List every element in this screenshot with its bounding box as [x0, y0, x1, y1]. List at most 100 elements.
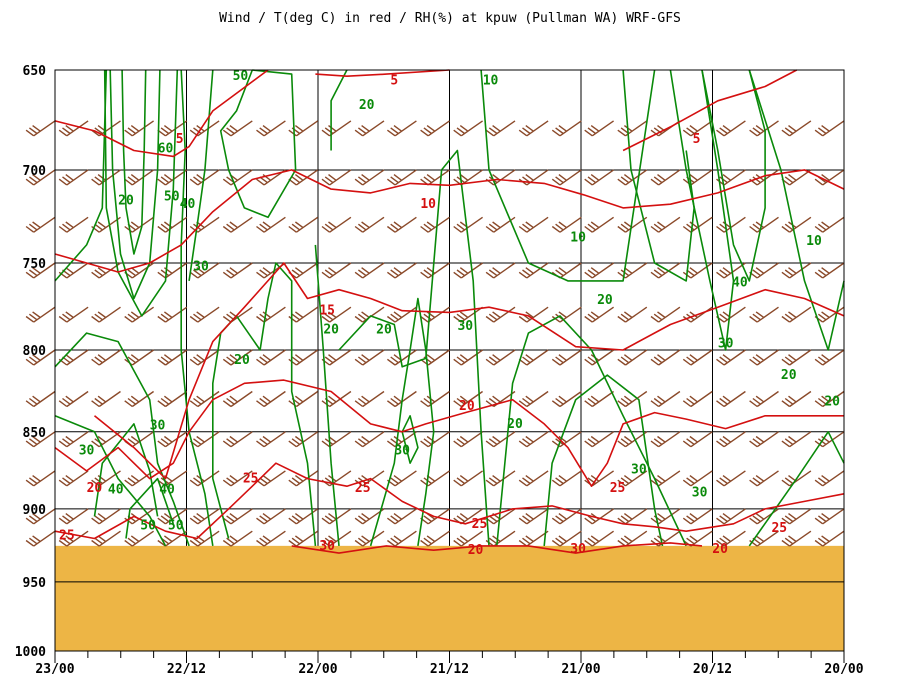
temperature-contour: [315, 69, 450, 77]
wind-barb: [682, 306, 713, 323]
wind-barb: [749, 431, 779, 448]
wind-barb: [682, 216, 713, 233]
wind-barb: [386, 470, 417, 487]
temperature-contour: [54, 69, 269, 158]
wind-barb: [814, 306, 845, 323]
wind-barb: [781, 262, 812, 279]
wind-barb: [91, 530, 121, 547]
rh-contour: [109, 69, 161, 300]
wind-barb: [386, 120, 417, 137]
rh-contour: [219, 69, 297, 219]
y-tick-label: 650: [23, 64, 47, 79]
wind-barb: [321, 530, 352, 547]
rh-contour: [121, 69, 147, 255]
wind-barb: [222, 470, 253, 487]
wind-barb: [420, 169, 450, 186]
wind-barb: [716, 530, 746, 547]
wind-barb: [288, 306, 319, 323]
x-tick-label: 20/00: [824, 662, 863, 677]
rh-contour-label: 20: [376, 323, 392, 338]
wind-barb: [288, 169, 319, 186]
wind-barb: [222, 120, 253, 137]
wind-barb: [189, 169, 220, 186]
temperature-contour-label: 25: [59, 529, 75, 544]
wind-barb: [584, 169, 615, 186]
wind-barb: [420, 508, 450, 525]
rh-contour-label: 40: [732, 276, 748, 291]
temperature-contour-label: 25: [355, 481, 371, 496]
wind-barb: [814, 390, 845, 408]
wind-barb: [781, 169, 812, 186]
wind-barb: [453, 530, 484, 547]
temperature-contour: [54, 379, 844, 487]
wind-barb: [716, 262, 746, 279]
wind-barb: [650, 390, 681, 408]
wind-barb: [682, 349, 713, 366]
rh-contour-label: 20: [359, 98, 375, 113]
wind-barb: [485, 390, 516, 408]
rh-contour-label: 30: [692, 485, 708, 500]
wind-barb: [420, 530, 450, 547]
temperature-contour-label: 5: [176, 132, 184, 147]
wind-barb: [453, 169, 484, 186]
wind-barb: [256, 216, 286, 233]
wind-barb: [518, 530, 549, 547]
wind-barb: [25, 216, 56, 233]
wind-barb: [716, 508, 746, 525]
rh-contour: [330, 69, 348, 151]
wind-barb: [650, 508, 681, 525]
wind-barb: [617, 262, 648, 279]
wind-barb: [584, 306, 615, 323]
wind-barb: [749, 216, 779, 233]
wind-barb: [222, 306, 253, 323]
wind-barb: [617, 431, 648, 448]
wind-barb: [617, 306, 648, 323]
wind-barb: [716, 216, 746, 233]
wind-barb: [485, 216, 516, 233]
wind-barb: [288, 390, 319, 408]
wind-barb: [814, 508, 845, 525]
wind-barb: [189, 470, 220, 487]
rh-contour-label: 10: [570, 231, 586, 246]
wind-barbs: [25, 120, 845, 547]
wind-barb: [716, 470, 746, 487]
wind-barb: [222, 349, 253, 366]
wind-barb: [58, 216, 89, 233]
temperature-contour-label: 5: [693, 132, 701, 147]
wind-barb: [551, 349, 582, 366]
wind-barb: [814, 349, 845, 366]
wind-barb: [124, 390, 155, 408]
wind-barb: [354, 262, 385, 279]
wind-barb: [453, 470, 484, 487]
wind-barb: [485, 169, 516, 186]
wind-barb: [58, 349, 89, 366]
wind-barb: [485, 306, 516, 323]
wind-barb: [91, 120, 121, 137]
wind-barb: [749, 262, 779, 279]
wind-barb: [716, 120, 746, 137]
wind-barb: [650, 169, 681, 186]
rh-contour: [480, 69, 656, 282]
y-tick-label: 700: [23, 164, 47, 179]
wind-barb: [551, 216, 582, 233]
wind-barb: [485, 431, 516, 448]
wind-barb: [25, 470, 56, 487]
rh-contour-label: 20: [824, 394, 840, 409]
wind-barb: [716, 390, 746, 408]
temperature-contour-label: 25: [243, 472, 259, 487]
wind-barb: [584, 349, 615, 366]
wind-barb: [781, 431, 812, 448]
wind-barb: [189, 216, 220, 233]
wind-barb: [749, 470, 779, 487]
wind-barb: [551, 169, 582, 186]
wind-barb: [25, 508, 56, 525]
wind-barb: [25, 530, 56, 547]
wind-barb: [354, 431, 385, 448]
wind-barb: [91, 470, 121, 487]
wind-barb: [189, 262, 220, 279]
rh-contour: [669, 69, 735, 351]
rh-contour-label: 30: [79, 444, 95, 459]
wind-barb: [453, 306, 484, 323]
wind-barb: [386, 349, 417, 366]
